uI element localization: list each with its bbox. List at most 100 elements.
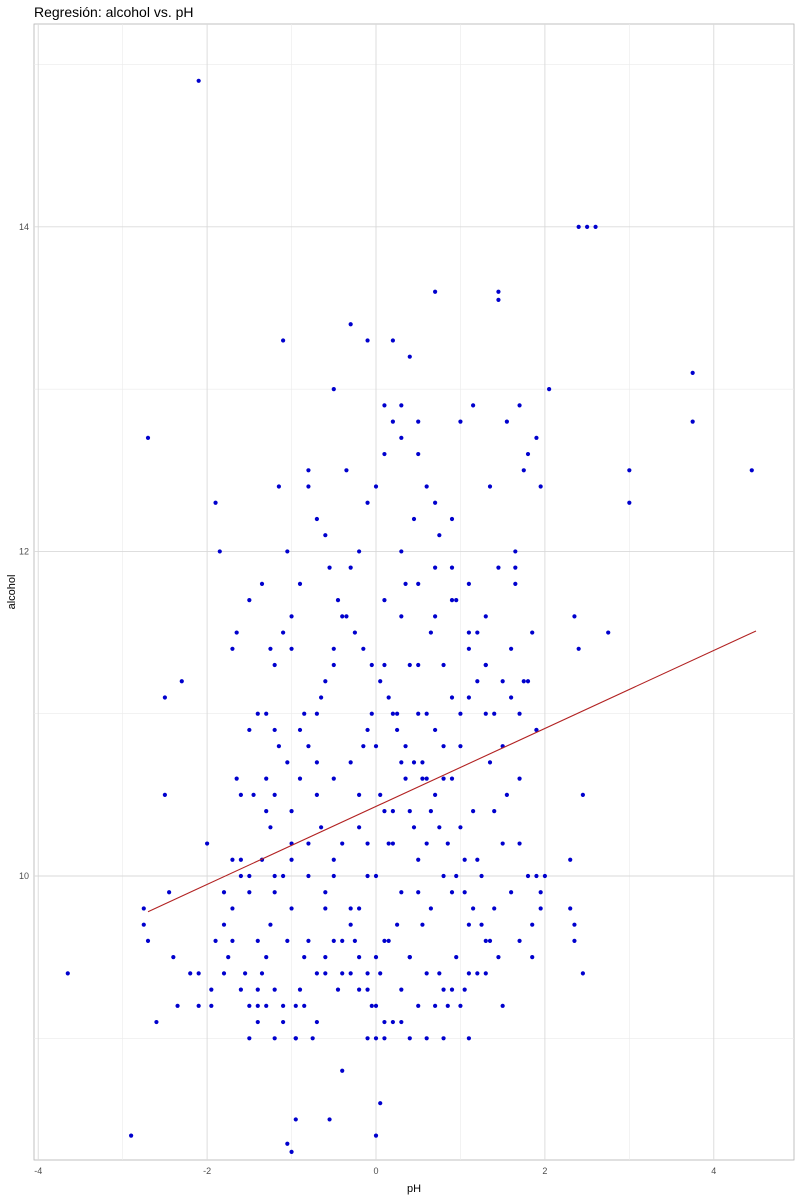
data-point xyxy=(441,662,446,668)
data-point xyxy=(323,533,328,538)
data-point xyxy=(335,987,341,992)
data-point xyxy=(281,1019,286,1025)
data-point xyxy=(373,1003,379,1008)
data-point xyxy=(352,630,357,635)
data-point xyxy=(213,500,218,505)
data-point xyxy=(340,938,345,944)
data-point xyxy=(162,695,167,700)
data-point xyxy=(378,792,383,797)
data-point xyxy=(289,808,294,814)
data-point xyxy=(479,873,484,879)
data-point xyxy=(749,468,754,473)
data-point xyxy=(437,971,442,976)
x-tick-label: 2 xyxy=(542,1166,547,1176)
data-point xyxy=(585,224,590,229)
data-point xyxy=(281,338,286,343)
data-point xyxy=(420,922,425,927)
data-point xyxy=(517,776,522,781)
data-point xyxy=(445,841,450,846)
data-point xyxy=(378,971,383,976)
data-point xyxy=(424,1036,429,1041)
data-point xyxy=(373,744,379,749)
data-point xyxy=(323,906,328,911)
data-point xyxy=(365,971,370,976)
data-point xyxy=(390,841,395,846)
data-point xyxy=(348,760,353,765)
data-point xyxy=(390,419,395,424)
data-point xyxy=(407,662,412,668)
data-point xyxy=(365,841,370,846)
data-point xyxy=(297,727,303,733)
data-point xyxy=(234,776,239,781)
data-point xyxy=(209,987,214,992)
data-point xyxy=(230,906,235,911)
data-point xyxy=(255,938,260,944)
data-point xyxy=(272,792,277,797)
data-point xyxy=(340,971,345,976)
data-point xyxy=(348,906,353,911)
grid-layer xyxy=(34,24,794,1160)
data-point xyxy=(255,1003,260,1008)
data-point xyxy=(496,565,501,570)
data-point xyxy=(449,890,455,895)
data-point xyxy=(378,1101,383,1106)
data-point xyxy=(285,549,290,554)
data-point xyxy=(449,598,455,603)
data-point xyxy=(433,289,438,294)
data-point xyxy=(462,857,467,862)
data-point xyxy=(466,1036,471,1041)
data-point xyxy=(344,614,349,619)
data-point xyxy=(449,695,455,700)
data-point xyxy=(348,322,353,327)
data-point xyxy=(492,808,497,814)
data-point xyxy=(323,971,328,976)
data-point xyxy=(238,792,243,797)
data-point xyxy=(230,857,235,862)
data-point xyxy=(357,906,362,911)
data-point xyxy=(247,873,252,879)
data-point xyxy=(331,662,336,668)
data-point xyxy=(247,1003,252,1008)
data-point xyxy=(458,419,463,424)
data-point xyxy=(348,565,353,570)
data-point xyxy=(458,825,463,830)
data-point xyxy=(530,630,535,635)
data-point xyxy=(293,1003,298,1008)
data-point xyxy=(428,808,433,814)
data-point xyxy=(272,987,277,992)
data-point xyxy=(340,614,345,619)
data-point xyxy=(449,776,455,781)
data-point xyxy=(530,955,535,960)
data-point xyxy=(221,890,227,895)
data-point xyxy=(504,419,509,424)
data-point xyxy=(420,776,425,781)
data-point xyxy=(221,922,227,927)
x-tick-label: 4 xyxy=(711,1166,716,1176)
data-point xyxy=(196,1003,201,1008)
data-point xyxy=(416,711,421,716)
data-point xyxy=(500,679,505,684)
data-point xyxy=(306,744,311,749)
data-point xyxy=(306,468,311,473)
data-point xyxy=(441,1036,446,1041)
data-point xyxy=(314,971,319,976)
data-point xyxy=(399,987,404,992)
data-point xyxy=(259,581,265,586)
points-layer xyxy=(65,78,754,1154)
data-point xyxy=(264,808,269,814)
data-point xyxy=(399,890,404,895)
data-point xyxy=(399,403,404,408)
data-point xyxy=(167,890,172,895)
data-point xyxy=(314,792,319,797)
data-point xyxy=(247,598,252,603)
data-point xyxy=(403,776,408,781)
data-point xyxy=(433,565,438,570)
data-point xyxy=(365,500,370,505)
data-point xyxy=(454,873,459,879)
data-point xyxy=(293,1036,298,1041)
data-point xyxy=(264,776,269,781)
data-point xyxy=(365,727,370,733)
data-point xyxy=(627,500,632,505)
data-point xyxy=(449,987,455,992)
data-point xyxy=(504,792,509,797)
